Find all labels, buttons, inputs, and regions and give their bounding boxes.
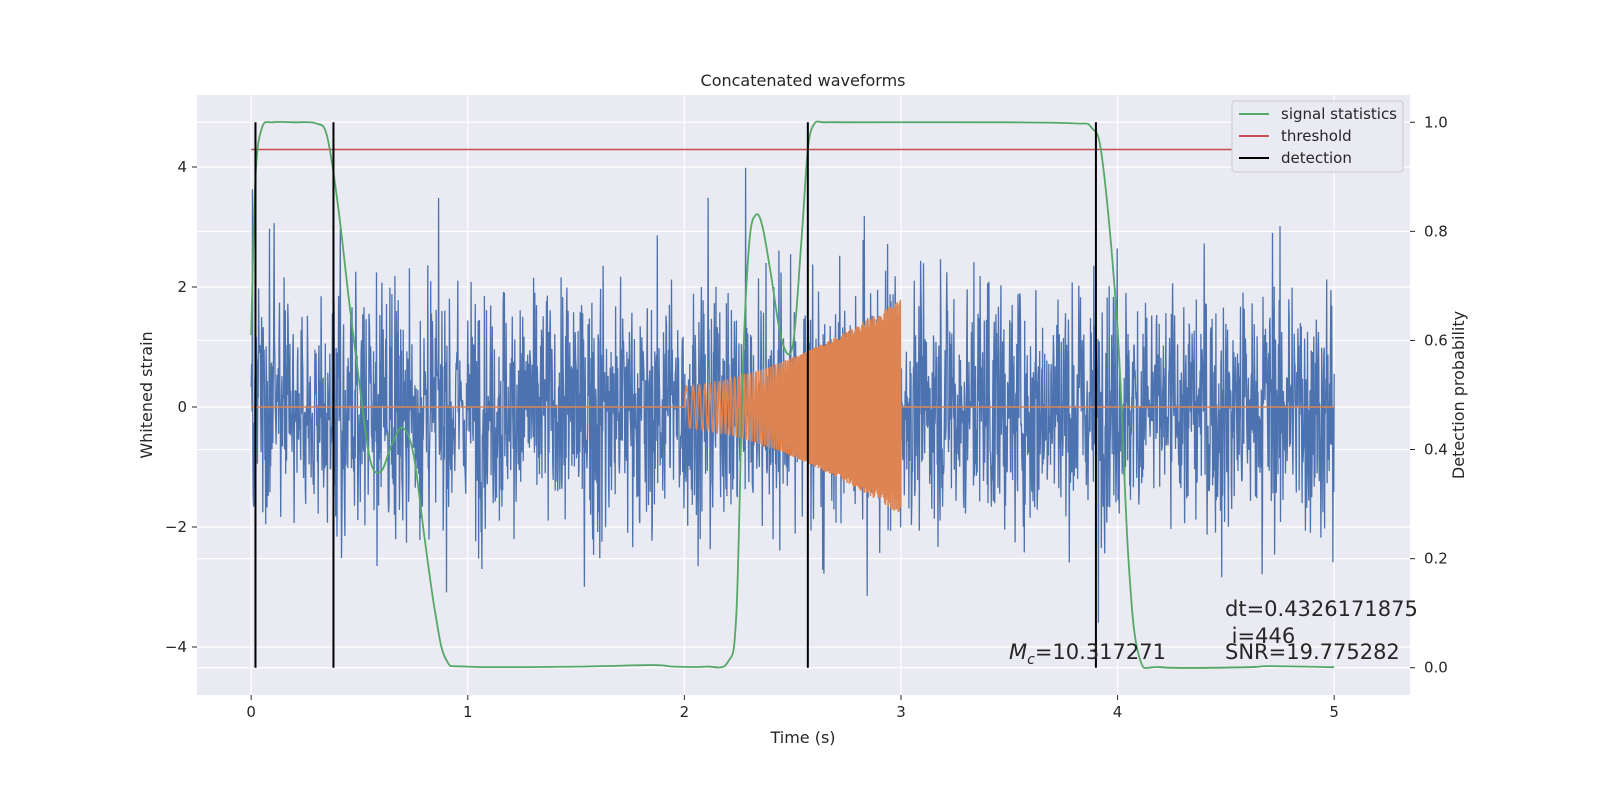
mc-value: =10.317271: [1035, 640, 1166, 664]
y-axis-right-label: Detection probability: [1449, 311, 1468, 479]
y-tick-label: 4: [177, 158, 187, 176]
y-tick-label: 0: [177, 398, 187, 416]
y-right-tick-label: 0.6: [1424, 331, 1448, 349]
x-tick-label: 3: [896, 703, 906, 721]
y-right-tick-label: 0.8: [1424, 222, 1448, 240]
chirp-series-line: [251, 299, 1335, 513]
legend-box: [1231, 100, 1404, 173]
index-annotation: i=446: [1225, 624, 1295, 648]
chart-title: Concatenated waveforms: [701, 71, 906, 90]
y-right-tick-label: 0.0: [1424, 659, 1448, 677]
legend: signal statistics threshold detection: [1231, 100, 1404, 173]
legend-label-signal-statistics: signal statistics: [1281, 105, 1397, 123]
chirp-mass-annotation: Mc=10.317271: [1009, 640, 1166, 668]
x-tick-label: 2: [680, 703, 690, 721]
snr-annotation: SNR=19.775282: [1225, 640, 1400, 664]
legend-label-threshold: threshold: [1281, 127, 1352, 145]
y-right-tick-label: 0.2: [1424, 550, 1448, 568]
y-tick-label: −4: [165, 638, 187, 656]
x-tick-label: 1: [463, 703, 473, 721]
mc-symbol: M: [1009, 640, 1027, 664]
mc-subscript: c: [1027, 652, 1035, 668]
y-right-tick-label: 1.0: [1424, 113, 1448, 131]
y-tick-label: −2: [165, 518, 187, 536]
x-axis-label: Time (s): [769, 728, 835, 747]
x-tick-label: 5: [1329, 703, 1339, 721]
x-tick-label: 0: [246, 703, 256, 721]
series-group: [250, 120, 1335, 670]
x-tick-label: 4: [1113, 703, 1123, 721]
y-right-tick-label: 0.4: [1424, 441, 1448, 459]
signal-statistics-line: [250, 120, 1335, 670]
legend-label-detection: detection: [1281, 149, 1352, 167]
annotations: Mc=10.317271 dt=0.4326171875 i=446 SNR=1…: [1009, 597, 1418, 668]
y-axis-label: Whitened strain: [137, 331, 156, 458]
axes: 0 1 2 3 4 5 −4 −2 0 2 4 0.0 0.2 0.4 0.6 0.8 1.0: [165, 113, 1448, 721]
y-tick-label: 2: [177, 278, 187, 296]
dt-annotation: dt=0.4326171875: [1225, 597, 1418, 621]
